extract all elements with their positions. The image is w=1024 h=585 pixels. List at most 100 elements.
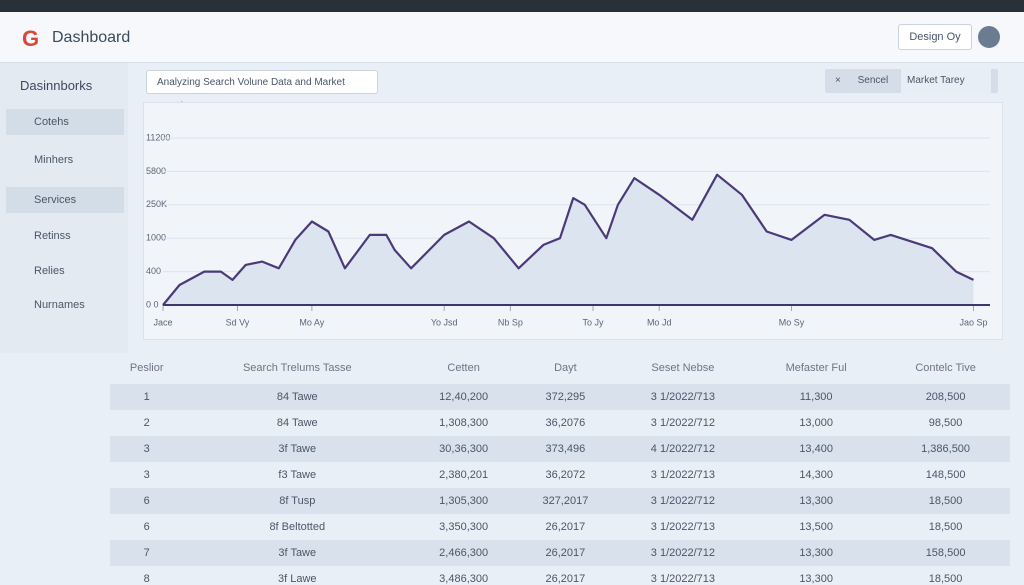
table-row: 3 3f Tawe 30,36,300 373,496 4 1/2022/712 13,4…	[110, 436, 1010, 462]
sidebar-item[interactable]: Services	[6, 187, 124, 213]
close-button[interactable]: ×	[835, 75, 841, 86]
table-cell: 13,000	[751, 410, 882, 436]
table-cell: 36,2072	[516, 462, 615, 488]
y-tick-label: 11200	[146, 132, 170, 142]
sidebar-item[interactable]: Relies	[34, 265, 65, 277]
table-row: 6 8f Beltotted 3,350,300 26,2017 3 1/2022/71…	[110, 514, 1010, 540]
x-tick-label: Mo Ay	[299, 317, 324, 327]
table-cell: 3 1/2022/713	[614, 462, 752, 488]
table-cell: 6	[110, 514, 184, 540]
table-row: 1 84 Tawe 12,40,200 372,295 3 1/2022/713 11,3…	[110, 384, 1010, 410]
column-header: Cetten	[447, 362, 480, 374]
x-tick-label: To Jy	[583, 317, 605, 327]
x-tick-label: Mo Jd	[647, 317, 672, 327]
table-cell: 13,400	[751, 436, 882, 462]
table-row: 2 84 Tawe 1,308,300 36,2076 3 1/2022/712 13,0…	[110, 410, 1010, 436]
table-cell: 36,2076	[516, 410, 615, 436]
table-cell: 84 Tawe	[183, 384, 412, 410]
table-cell: 18,500	[881, 514, 1010, 540]
table-cell: 2	[110, 410, 184, 436]
x-tick-label: Jace	[153, 317, 172, 327]
table-cell: 1	[110, 384, 184, 410]
table-cell: 8	[110, 566, 184, 585]
table-cell: 14,300	[751, 462, 882, 488]
column-header: Search Trelums Tasse	[242, 362, 352, 374]
app-title: Dashboard	[52, 29, 131, 46]
table-cell: 1,305,300	[411, 488, 517, 514]
x-tick-label: Mo Sy	[779, 317, 805, 327]
table-cell: 3 1/2022/712	[614, 488, 752, 514]
account-button[interactable]: Design Oy	[898, 24, 972, 50]
table-cell: 2,380,201	[411, 462, 517, 488]
filter-select[interactable]: Market Tarey	[900, 69, 991, 93]
column-header: Mefaster Ful	[785, 362, 847, 374]
table-cell: 12,40,200	[411, 384, 517, 410]
sidebar-item[interactable]: Minhers	[34, 154, 74, 166]
table-cell: 3	[110, 436, 184, 462]
table-cell: 13,300	[751, 540, 882, 566]
table-cell: 3 1/2022/712	[614, 410, 752, 436]
table-cell: 1,386,500	[881, 436, 1010, 462]
table-cell: 30,36,300	[411, 436, 517, 462]
column-header: Peslior	[129, 362, 164, 374]
table-row: 3 f3 Tawe 2,380,201 36,2072 3 1/2022/713 14,3…	[110, 462, 1010, 488]
header	[0, 12, 1024, 63]
y-tick-label: 0 0	[146, 299, 159, 309]
table-cell: 6	[110, 488, 184, 514]
table-cell: 148,500	[881, 462, 1010, 488]
table-cell: 3f Tawe	[183, 540, 412, 566]
table-cell: 13,500	[751, 514, 882, 540]
table-cell: 158,500	[881, 540, 1010, 566]
y-tick-label: 250K	[146, 199, 167, 209]
table-cell: 3 1/2022/713	[614, 514, 752, 540]
logo[interactable]: G	[22, 26, 40, 51]
sidebar-item[interactable]: Cotehs	[6, 109, 124, 135]
table-cell: 98,500	[881, 410, 1010, 436]
column-header: Contelc Tive	[915, 362, 976, 374]
x-tick-label: Nb Sp	[498, 317, 523, 327]
table-cell: 373,496	[516, 436, 615, 462]
table-cell: 11,300	[751, 384, 882, 410]
column-header: Dayt	[554, 362, 577, 374]
table-cell: 8f Tusp	[183, 488, 412, 514]
search-button[interactable]: Sencel	[857, 75, 889, 86]
table-row: 8 3f Lawe 3,486,300 26,2017 3 1/2022/713 13,3…	[110, 566, 1010, 585]
table-cell: 26,2017	[516, 514, 615, 540]
y-tick-label: 1000	[146, 233, 166, 243]
sidebar-item[interactable]: Retinss	[34, 230, 71, 242]
area	[163, 174, 974, 305]
table-cell: 327,2017	[516, 488, 615, 514]
table-cell: 18,500	[881, 488, 1010, 514]
x-tick-label: Jao Sp	[959, 317, 987, 327]
toolbar: × Sencel Market Tarey	[825, 69, 998, 93]
x-tick-label: Yo Jsd	[431, 317, 458, 327]
table-row: 7 3f Tawe 2,466,300 26,2017 3 1/2022/712 13,3…	[110, 540, 1010, 566]
table-cell: 18,500	[881, 566, 1010, 585]
line	[162, 173, 974, 306]
table-cell: 3 1/2022/713	[614, 384, 752, 410]
y-tick-label: 400	[146, 266, 161, 276]
table-cell: 3f Lawe	[183, 566, 412, 585]
table-cell: 3	[110, 462, 184, 488]
avatar[interactable]	[978, 26, 1000, 48]
table-cell: 3,486,300	[411, 566, 517, 585]
table-cell: 26,2017	[516, 566, 615, 585]
table-cell: 3 1/2022/712	[614, 540, 752, 566]
y-tick-label: 5800	[146, 166, 166, 176]
sidebar-item[interactable]: Nurnames	[34, 299, 85, 311]
table-cell: 3f Tawe	[183, 436, 412, 462]
table-cell: 3 1/2022/713	[614, 566, 752, 585]
table-cell: 3,350,300	[411, 514, 517, 540]
table-cell: 372,295	[516, 384, 615, 410]
table-cell: 26,2017	[516, 540, 615, 566]
table-cell: 4 1/2022/712	[614, 436, 752, 462]
table-cell: 13,300	[751, 488, 882, 514]
column-header: Seset Nebse	[651, 362, 715, 374]
table-cell: 7	[110, 540, 184, 566]
dropdown[interactable]: Analyzing Search Volune Data and Market …	[146, 70, 378, 112]
data-table: Peslior Search Trelums Tasse Cetten Dayt Ses…	[110, 352, 1010, 585]
x-tick-label: Sd Vy	[226, 317, 250, 327]
table-cell: f3 Tawe	[183, 462, 412, 488]
table-cell: 2,466,300	[411, 540, 517, 566]
